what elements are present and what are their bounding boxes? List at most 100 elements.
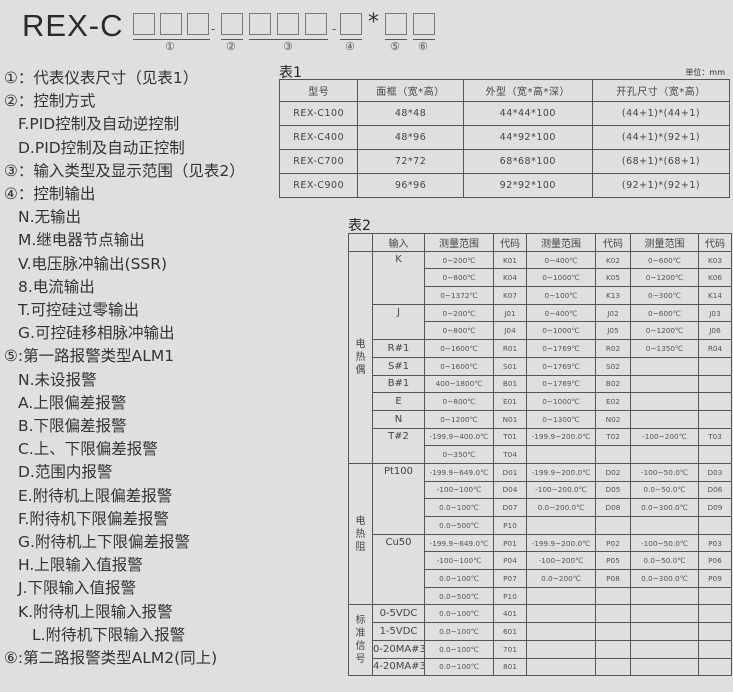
legend-item: F.附待机下限偏差报警 bbox=[18, 509, 169, 528]
table-row: 0~350℃ T04 bbox=[349, 445, 732, 464]
column-header: 测量范围 bbox=[630, 233, 699, 252]
table-cell bbox=[595, 445, 631, 464]
table-cell: 0~1350℃ bbox=[630, 339, 699, 358]
table-cell: D05 bbox=[595, 480, 631, 500]
table-cell: 0.0~100℃ bbox=[424, 569, 494, 588]
table-row: J 0~200℃ J01 0~400℃ J02 0~600℃ J03 bbox=[349, 303, 732, 341]
table-cell: N01 bbox=[493, 409, 527, 429]
table-cell: 0.0~300.0℃ bbox=[630, 498, 699, 517]
legend-item: D.PID控制及自动正控制 bbox=[18, 138, 185, 157]
table-cell bbox=[630, 516, 699, 535]
legend-item: K.附待机上限输入报警 bbox=[18, 602, 173, 621]
code-dash: - bbox=[332, 22, 337, 36]
table-cell: E01 bbox=[493, 392, 527, 411]
table-cell: K01 bbox=[493, 250, 527, 270]
table-row: 0.0~500℃ P10 bbox=[349, 516, 732, 535]
table-cell: 0~350℃ bbox=[424, 445, 494, 464]
table-cell: 0.0~500℃ bbox=[424, 586, 494, 606]
table-row: E 0~800℃ E01 0~1000℃ E02 bbox=[349, 392, 732, 411]
input-type-cell: N bbox=[372, 409, 425, 429]
table-cell: -100~100℃ bbox=[424, 480, 494, 500]
table-cell: (44+1)*(92+1) bbox=[592, 125, 730, 150]
table-cell: T03 bbox=[698, 427, 732, 447]
position-number: ⑤ bbox=[390, 40, 400, 53]
table-cell: REX-C400 bbox=[278, 125, 359, 150]
table-cell: 0.0~50.0℃ bbox=[630, 480, 699, 500]
table-row: 电热偶 K 0~200℃ K01 0~400℃ K02 0~600℃ K03 bbox=[348, 250, 732, 464]
table-cell bbox=[698, 604, 732, 624]
table-cell: (44+1)*(44+1) bbox=[592, 101, 730, 126]
table-cell: P09 bbox=[698, 569, 732, 588]
legend-item: ⑥:第二路报警类型ALM2(同上) bbox=[4, 649, 218, 668]
input-type-cell: 0-5VDC bbox=[372, 604, 425, 624]
table-cell bbox=[698, 356, 732, 376]
column-header: 代码 bbox=[698, 233, 732, 252]
table-cell bbox=[526, 586, 596, 606]
table-cell: D06 bbox=[698, 480, 732, 500]
legend-item: L.附待机下限输入报警 bbox=[32, 625, 186, 644]
table-cell: P05 bbox=[595, 551, 631, 571]
table-cell: 0~1600℃ bbox=[424, 339, 494, 358]
table-cell: P03 bbox=[698, 533, 732, 553]
table-row: REX-C900 96*96 92*92*100 (92+1)*(92+1) bbox=[278, 173, 730, 198]
table-cell: 72*72 bbox=[357, 149, 464, 174]
input-type-cell: 1-5VDC bbox=[372, 622, 425, 641]
table-row: 电热阻 Pt100 -199.9~649.0℃ D01 -199.9~200.0℃ D02… bbox=[348, 462, 732, 606]
legend-item: B.下限偏差报警 bbox=[18, 417, 127, 436]
table-cell: E02 bbox=[595, 392, 631, 411]
table-cell: REX-C900 bbox=[278, 173, 359, 198]
input-type-cell: Cu50 bbox=[372, 533, 425, 606]
table-cell: K13 bbox=[595, 286, 631, 305]
table-cell: -199.9~200.0℃ bbox=[526, 533, 596, 553]
table-cell: 0~1769℃ bbox=[526, 374, 596, 394]
legend-item: 8.电流输出 bbox=[18, 277, 95, 296]
table-cell: K06 bbox=[698, 268, 732, 288]
table-cell: 0.0~100℃ bbox=[424, 657, 494, 677]
code-box bbox=[133, 13, 155, 35]
table-cell: P04 bbox=[493, 551, 527, 571]
table-row: REX-C100 48*48 44*44*100 (44+1)*(44+1) bbox=[278, 101, 730, 126]
table-cell: -100~50.0℃ bbox=[630, 533, 699, 553]
legend-item: ①：代表仪表尺寸（见表1） bbox=[4, 69, 199, 87]
table-cell: S01 bbox=[493, 356, 527, 376]
table-cell: N02 bbox=[595, 409, 631, 429]
table1-unit: 单位：mm bbox=[685, 68, 725, 77]
code-box bbox=[340, 13, 362, 35]
table-row: Cu50 -199.9~649.0℃ P01 -199.9~200.0℃ P02 -100… bbox=[349, 533, 732, 606]
table-cell: J01 bbox=[493, 303, 527, 323]
table2-title: 表2 bbox=[348, 218, 371, 234]
table-cell: 0~1300℃ bbox=[526, 409, 596, 429]
table-header-row: 输入 测量范围 代码 测量范围 代码 测量范围 代码 bbox=[348, 233, 732, 252]
table-cell: P08 bbox=[595, 569, 631, 588]
table-cell: 0~1769℃ bbox=[526, 356, 596, 376]
table-cell: K07 bbox=[493, 286, 527, 305]
table-cell: 0~200℃ bbox=[424, 250, 494, 270]
table-cell: 801 bbox=[493, 657, 527, 677]
column-header: 开孔尺寸（宽*高） bbox=[592, 79, 730, 102]
legend-item: M.继电器节点输出 bbox=[18, 231, 145, 250]
table-row: 4-20MA#3 0.0~100℃ 801 bbox=[349, 657, 732, 677]
table-cell: 0~300℃ bbox=[630, 286, 699, 305]
legend-item: G.可控硅移相脉冲输出 bbox=[18, 324, 175, 343]
table-cell: -100~200.0℃ bbox=[526, 480, 596, 500]
code-box bbox=[160, 13, 182, 35]
category-cell: 电热阻 bbox=[348, 462, 373, 606]
position-number: ③ bbox=[283, 40, 293, 53]
table-cell: D08 bbox=[595, 498, 631, 517]
table-cell: B01 bbox=[493, 374, 527, 394]
table-cell: T04 bbox=[493, 445, 527, 464]
table-cell bbox=[630, 374, 699, 394]
table-cell bbox=[526, 657, 596, 677]
table-cell: D01 bbox=[493, 462, 527, 482]
input-type-cell: Pt100 bbox=[372, 462, 425, 535]
table-cell: K02 bbox=[595, 250, 631, 270]
table-cell: -100~100℃ bbox=[424, 551, 494, 571]
table-cell: 0.0~50.0℃ bbox=[630, 551, 699, 571]
table-cell: D04 bbox=[493, 480, 527, 500]
legend-item: G.附待机上下限偏差报警 bbox=[18, 533, 190, 552]
table-cell bbox=[698, 586, 732, 606]
table-cell bbox=[630, 657, 699, 677]
table-cell: 96*96 bbox=[357, 173, 464, 198]
table-cell: P10 bbox=[493, 516, 527, 535]
table-cell: 0~400℃ bbox=[526, 250, 596, 270]
